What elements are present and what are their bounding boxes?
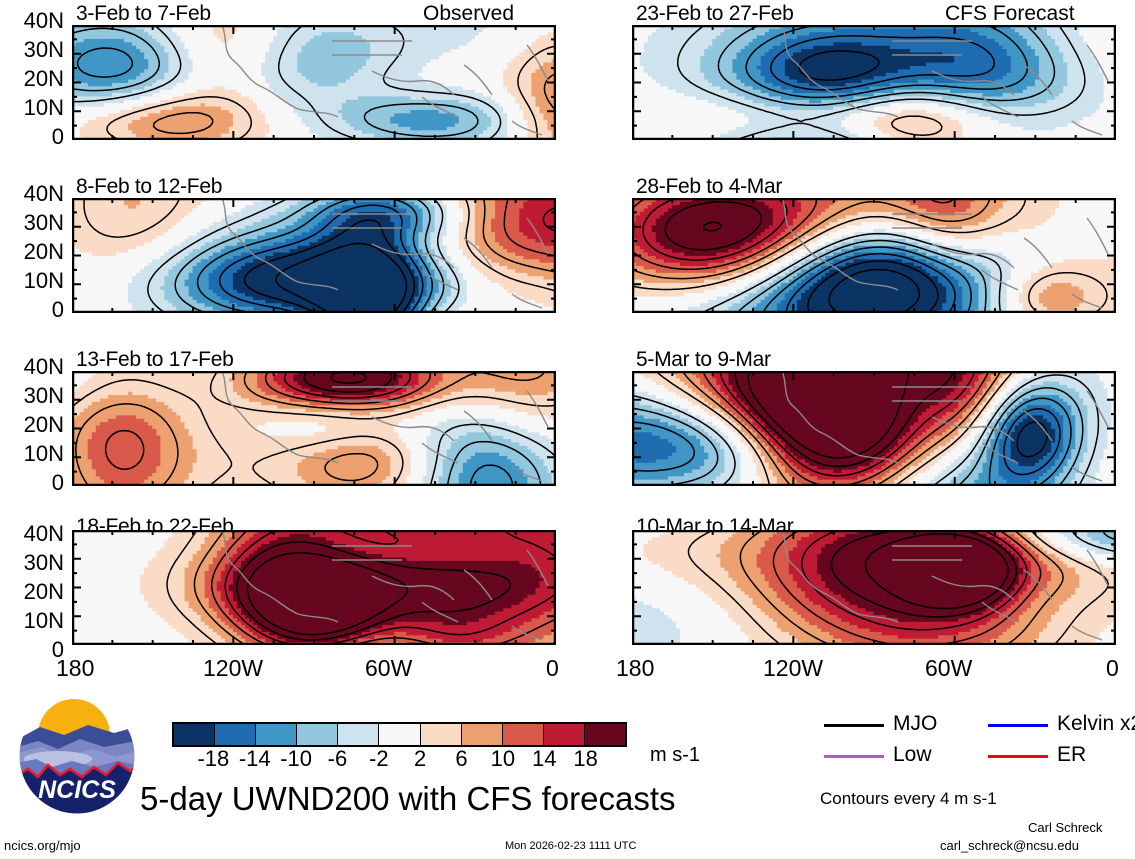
ytick-10n-row4: 10N (2, 608, 64, 634)
xtick-180-left: 180 (56, 655, 94, 682)
plot-panel-5 (72, 371, 556, 486)
legend-line-mjo (824, 724, 884, 727)
contour-interval-note: Contours every 4 m s-1 (820, 789, 997, 809)
colorbar-block-1 (215, 724, 257, 745)
colorbar (172, 722, 627, 747)
ytick-40n-row4: 40N (2, 521, 64, 547)
colorbar-block-7 (461, 724, 503, 745)
xtick-120w-left: 120W (203, 655, 263, 682)
colorbar-block-5 (379, 724, 421, 745)
ytick-30n-row2: 30N (2, 210, 64, 236)
legend-label-mjo: MJO (893, 712, 937, 736)
ncics-logo-text: NCICS (38, 776, 116, 804)
panel-title-5: 13-Feb to 17-Feb (76, 348, 234, 372)
plot-panel-7 (72, 530, 556, 645)
colorbar-block-9 (543, 724, 585, 745)
ytick-0-row1: 0 (2, 124, 64, 150)
ytick-40n-row3: 40N (2, 354, 64, 380)
colorbar-tick-4: -2 (354, 746, 404, 772)
footer-timestamp: Mon 2026-02-23 1111 UTC (505, 840, 636, 852)
legend-line-low (824, 755, 884, 758)
xtick-60w-left: 60W (365, 655, 412, 682)
plot-panel-4 (632, 198, 1116, 313)
ytick-20n-row1: 20N (2, 66, 64, 92)
ytick-40n-row1: 40N (2, 8, 64, 34)
legend-label-kelvin: Kelvin x2 (1057, 712, 1135, 736)
colorbar-block-8 (502, 724, 544, 745)
panel-title-6: 5-Mar to 9-Mar (636, 348, 771, 372)
ytick-20n-row2: 20N (2, 239, 64, 265)
colorbar-block-0 (174, 724, 216, 745)
colorbar-tick-7: 10 (478, 746, 528, 772)
xtick-60w-right: 60W (925, 655, 972, 682)
plot-panel-1 (72, 25, 556, 140)
ytick-10n-row3: 10N (2, 441, 64, 467)
colorbar-block-6 (420, 724, 462, 745)
colorbar-block-2 (256, 724, 298, 745)
ytick-30n-row3: 30N (2, 383, 64, 409)
colorbar-tick-0: -18 (188, 746, 238, 772)
colorbar-block-10 (584, 724, 626, 745)
xtick-180-right: 180 (616, 655, 654, 682)
footer-site[interactable]: ncics.org/mjo (4, 838, 81, 853)
panel-title-1: 3-Feb to 7-Feb (76, 2, 211, 26)
legend-label-er: ER (1057, 743, 1086, 767)
footer-email[interactable]: carl_schreck@ncsu.edu (940, 838, 1079, 853)
ytick-40n-row2: 40N (2, 181, 64, 207)
ytick-0-row3: 0 (2, 470, 64, 496)
xtick-120w-right: 120W (763, 655, 823, 682)
footer-author: Carl Schreck (1028, 820, 1102, 835)
ytick-30n-row4: 30N (2, 550, 64, 576)
colorbar-unit-label: m s-1 (650, 744, 700, 767)
plot-panel-6 (632, 371, 1116, 486)
legend-line-er (988, 755, 1048, 758)
panel-title-4: 28-Feb to 4-Mar (636, 175, 782, 199)
ncics-logo: NCICS (18, 697, 136, 815)
ytick-10n-row2: 10N (2, 268, 64, 294)
xtick-0-right: 0 (1106, 655, 1119, 682)
colorbar-tick-9: 18 (561, 746, 611, 772)
xtick-0-left: 0 (546, 655, 559, 682)
colorbar-tick-1: -14 (230, 746, 280, 772)
legend-line-kelvin (988, 724, 1048, 727)
ytick-30n-row1: 30N (2, 37, 64, 63)
ytick-10n-row1: 10N (2, 95, 64, 121)
colorbar-tick-3: -6 (312, 746, 362, 772)
panel-corner-observed: Observed (423, 2, 514, 26)
legend-label-low: Low (893, 743, 932, 767)
plot-panel-2 (632, 25, 1116, 140)
colorbar-tick-8: 14 (519, 746, 569, 772)
panel-corner-cfs: CFS Forecast (945, 2, 1075, 26)
ytick-20n-row4: 20N (2, 579, 64, 605)
panel-title-3: 8-Feb to 12-Feb (76, 175, 222, 199)
colorbar-tick-5: 2 (395, 746, 445, 772)
ytick-0-row4: 0 (2, 637, 64, 663)
ytick-20n-row3: 20N (2, 412, 64, 438)
colorbar-tick-6: 6 (437, 746, 487, 772)
colorbar-block-3 (297, 724, 339, 745)
plot-panel-8 (632, 530, 1116, 645)
colorbar-block-4 (338, 724, 380, 745)
colorbar-tick-2: -10 (271, 746, 321, 772)
main-title: 5-day UWND200 with CFS forecasts (140, 780, 676, 818)
ytick-0-row2: 0 (2, 297, 64, 323)
panel-title-2: 23-Feb to 27-Feb (636, 2, 794, 26)
plot-panel-3 (72, 198, 556, 313)
